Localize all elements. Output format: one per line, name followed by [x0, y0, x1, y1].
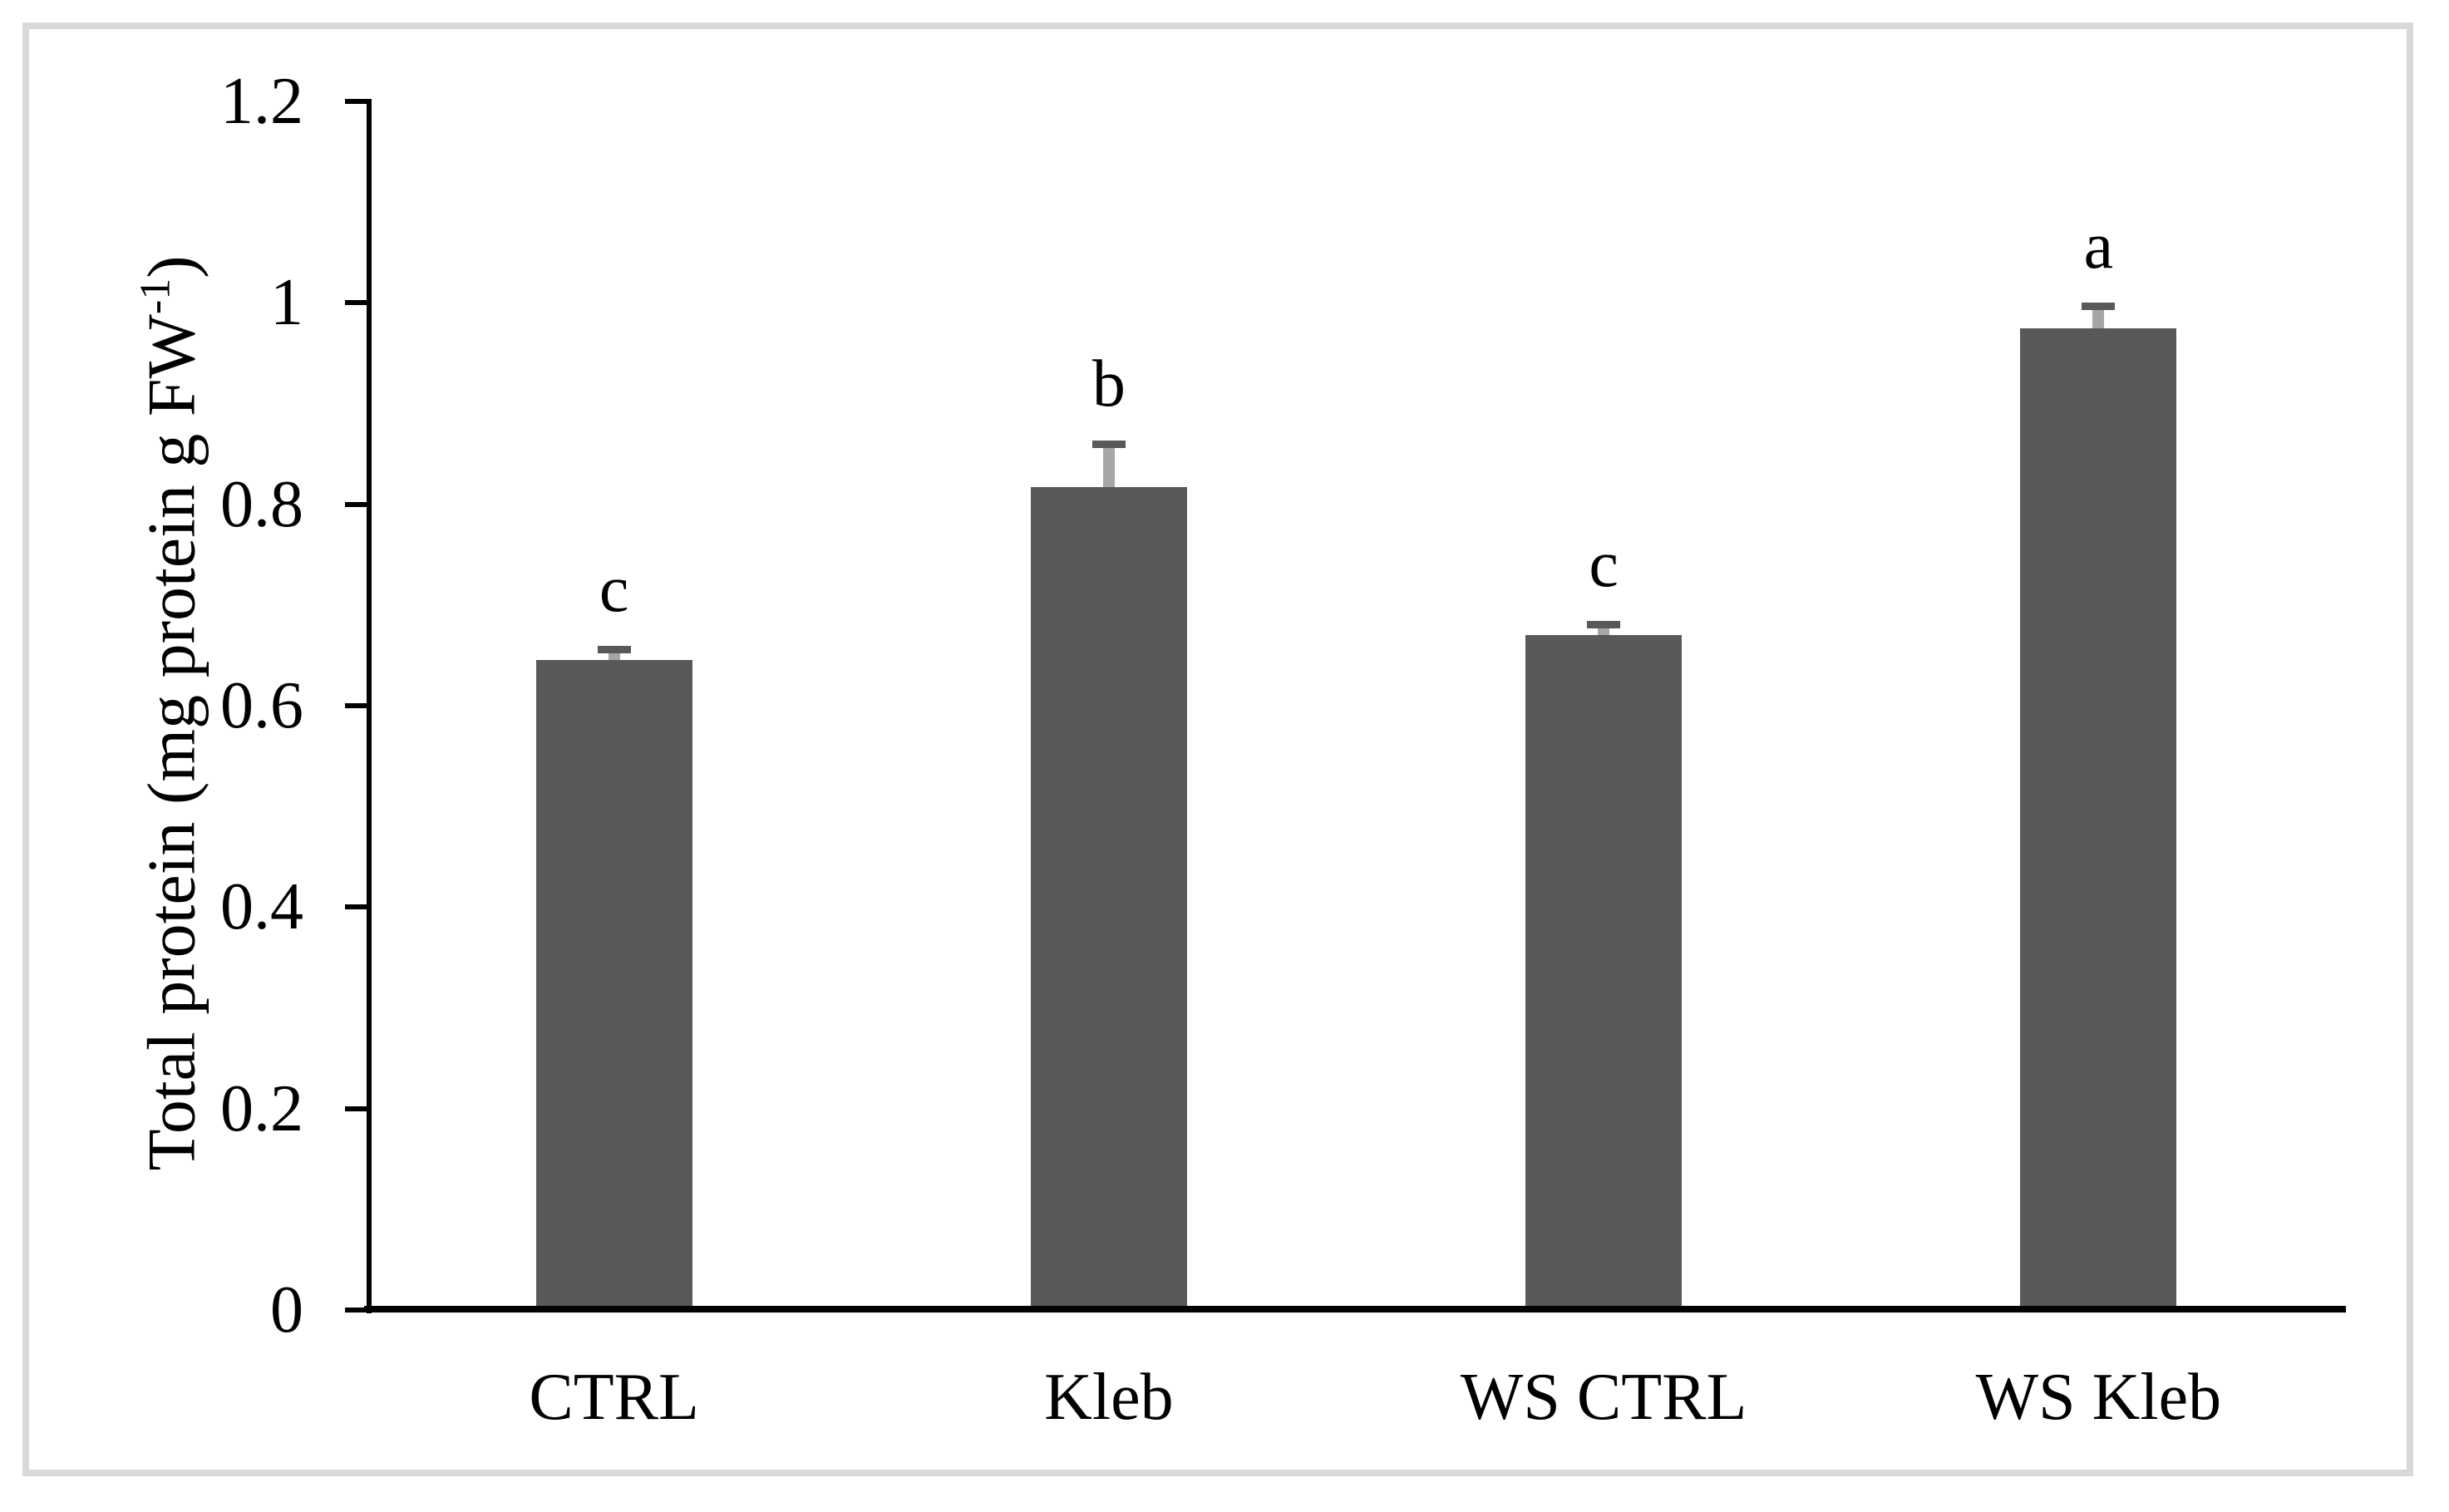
y-tick-mark — [345, 1308, 367, 1313]
y-tick-label: 0.2 — [220, 1071, 303, 1145]
figure-border — [22, 22, 2413, 1476]
y-tick-label: 1.2 — [220, 65, 303, 138]
error-bar-cap — [597, 645, 631, 653]
y-tick-mark — [345, 703, 367, 708]
significance-letter: c — [1589, 527, 1619, 601]
x-tick-label: WS CTRL — [1460, 1361, 1747, 1434]
error-bar-cap — [1587, 620, 1621, 628]
error-bar-stem — [2092, 308, 2105, 328]
y-tick-mark — [345, 904, 367, 910]
significance-letter: a — [2083, 209, 2114, 283]
bar-ws-kleb — [2020, 328, 2177, 1309]
significance-letter: c — [599, 552, 629, 626]
error-bar-stem — [1102, 446, 1115, 488]
x-tick-label: CTRL — [529, 1361, 699, 1434]
x-axis-line — [364, 1306, 2346, 1313]
error-bar-cap — [2082, 302, 2116, 310]
bar-kleb — [1030, 487, 1187, 1309]
bar-ws-ctrl — [1525, 635, 1683, 1309]
x-tick-label: WS Kleb — [1975, 1361, 2222, 1434]
error-bar-stem — [608, 651, 620, 661]
y-tick-label: 0.4 — [220, 870, 303, 944]
bar-ctrl — [535, 660, 692, 1309]
y-tick-mark — [345, 99, 367, 104]
y-tick-mark — [345, 1106, 367, 1111]
y-axis-line — [367, 99, 372, 1313]
error-bar-cap — [1091, 440, 1126, 448]
y-tick-label: 1 — [270, 266, 303, 340]
error-bar-stem — [1598, 626, 1610, 636]
y-tick-label: 0.8 — [220, 467, 303, 541]
significance-letter: b — [1091, 347, 1126, 421]
y-tick-mark — [345, 300, 367, 306]
y-tick-label: 0 — [270, 1273, 303, 1347]
x-tick-label: Kleb — [1044, 1361, 1174, 1434]
y-tick-mark — [345, 501, 367, 507]
y-tick-label: 0.6 — [220, 669, 303, 742]
